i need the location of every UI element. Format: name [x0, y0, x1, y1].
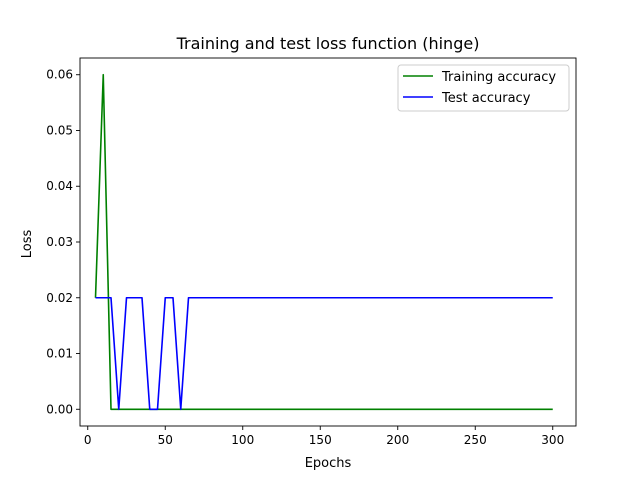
- legend-label-0: Training accuracy: [441, 70, 556, 85]
- x-tick-label-5: 250: [464, 433, 487, 447]
- x-tick-label-2: 100: [231, 433, 254, 447]
- y-tick-label-3: 0.03: [46, 235, 73, 249]
- series-line-0: [94, 73, 553, 411]
- y-tick-label-1: 0.01: [46, 347, 73, 361]
- x-tick-label-1: 50: [158, 433, 173, 447]
- plot-area: 0 50 100 150 200 250 300 0.00 0.01 0.02 0.03 0.04 0.…: [46, 57, 577, 447]
- x-tick-label-4: 200: [386, 433, 409, 447]
- y-tick-label-6: 0.06: [46, 68, 73, 82]
- y-tick-label-4: 0.04: [46, 179, 73, 193]
- y-tick-label-5: 0.05: [46, 123, 73, 137]
- chart-title: Training and test loss function (hinge): [176, 34, 480, 53]
- y-tick-label-2: 0.02: [46, 291, 73, 305]
- series-line-1: [95, 296, 553, 411]
- legend-label-1: Test accuracy: [441, 91, 531, 106]
- legend-box: [397, 64, 570, 112]
- x-tick-label-0: 0: [84, 433, 92, 447]
- x-axis-label: Epochs: [305, 456, 352, 471]
- x-tick-label-3: 150: [309, 433, 332, 447]
- y-tick-label-0: 0.00: [46, 402, 73, 416]
- x-tick-label-6: 300: [541, 433, 564, 447]
- y-axis-label: Loss: [20, 230, 35, 259]
